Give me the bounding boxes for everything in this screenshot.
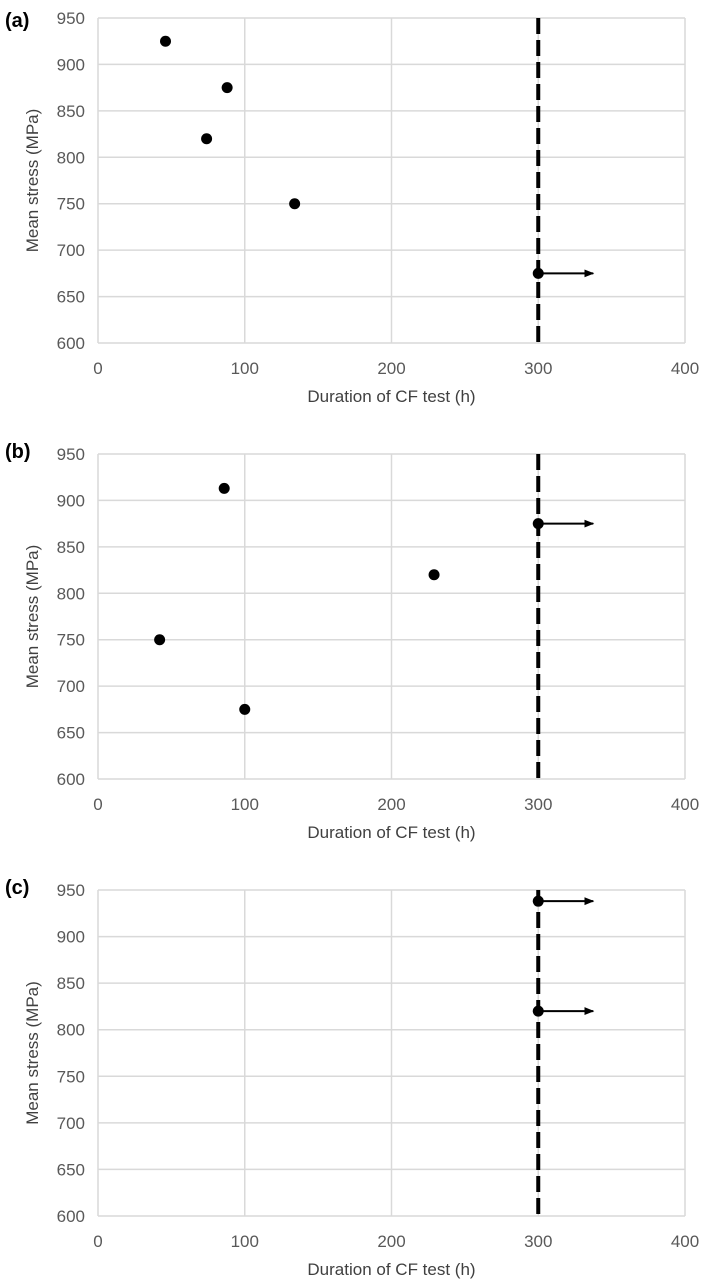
x-tick-label: 0: [93, 359, 102, 378]
y-tick-label: 750: [57, 1067, 85, 1086]
y-tick-label: 850: [57, 538, 85, 557]
y-tick-label: 600: [57, 1207, 85, 1226]
data-point: [532, 267, 544, 279]
y-tick-label: 700: [57, 241, 85, 260]
y-tick-label: 600: [57, 334, 85, 353]
y-axis-title: Mean stress (MPa): [23, 109, 42, 253]
y-tick-label: 750: [57, 195, 85, 214]
data-point: [239, 703, 251, 715]
x-axis-title: Duration of CF test (h): [307, 387, 475, 406]
y-axis-title: Mean stress (MPa): [23, 981, 42, 1125]
y-tick-label: 650: [57, 1160, 85, 1179]
y-tick-label: 800: [57, 1021, 85, 1040]
chart-panel-2: 600 650 700 750 800 850 900 950 0 100 200 300 400 (c)…: [5, 877, 699, 1279]
y-axis-title: Mean stress (MPa): [23, 545, 42, 689]
y-tick-label: 850: [57, 102, 85, 121]
x-tick-label: 0: [93, 795, 102, 814]
x-tick-label: 300: [524, 359, 552, 378]
x-axis-title: Duration of CF test (h): [307, 823, 475, 842]
x-tick-label: 0: [93, 1232, 102, 1251]
data-point: [221, 82, 233, 94]
chart-panel-1: 600 650 700 750 800 850 900 950 0 100 200 300 400 (b)…: [5, 441, 699, 842]
x-tick-label: 400: [671, 359, 699, 378]
x-tick-label: 400: [671, 1232, 699, 1251]
y-tick-label: 900: [57, 55, 85, 74]
panel-label: (b): [5, 441, 31, 463]
y-tick-label: 800: [57, 148, 85, 167]
y-tick-label: 700: [57, 1114, 85, 1133]
data-point: [218, 482, 230, 494]
x-tick-label: 200: [377, 359, 405, 378]
data-point: [154, 634, 166, 646]
y-tick-label: 800: [57, 584, 85, 603]
y-tick-label: 950: [57, 881, 85, 900]
y-tick-label: 900: [57, 928, 85, 947]
y-tick-label: 700: [57, 677, 85, 696]
data-point: [289, 198, 301, 210]
data-point: [201, 133, 213, 145]
data-point: [532, 518, 544, 530]
x-tick-label: 200: [377, 795, 405, 814]
data-point: [532, 895, 544, 907]
x-axis-title: Duration of CF test (h): [307, 1260, 475, 1279]
data-point: [428, 569, 440, 581]
x-tick-label: 200: [377, 1232, 405, 1251]
y-tick-label: 650: [57, 288, 85, 307]
x-tick-label: 300: [524, 795, 552, 814]
chart-panel-0: 600 650 700 750 800 850 900 950 0 100 200 300 400 (a)…: [5, 9, 699, 406]
x-tick-label: 400: [671, 795, 699, 814]
y-tick-label: 850: [57, 974, 85, 993]
y-tick-label: 750: [57, 631, 85, 650]
y-tick-label: 950: [57, 445, 85, 464]
x-tick-label: 100: [231, 1232, 259, 1251]
y-tick-label: 900: [57, 491, 85, 510]
x-tick-label: 300: [524, 1232, 552, 1251]
data-point: [532, 1005, 544, 1017]
panel-label: (a): [5, 10, 29, 32]
y-tick-label: 650: [57, 724, 85, 743]
y-tick-label: 600: [57, 770, 85, 789]
x-tick-label: 100: [231, 795, 259, 814]
panel-label: (c): [5, 877, 29, 899]
y-tick-label: 950: [57, 9, 85, 28]
x-tick-label: 100: [231, 359, 259, 378]
data-point: [160, 35, 172, 47]
